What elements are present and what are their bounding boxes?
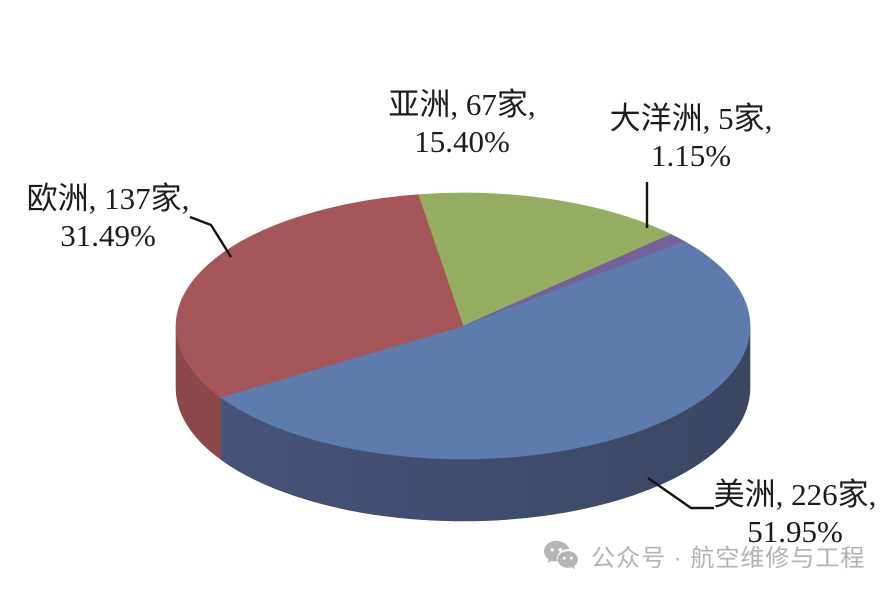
leader-line-europe <box>189 215 233 258</box>
label-oceania: 大洋洲, 5家, 1.15% <box>571 100 811 174</box>
label-oceania-line1: 大洋洲, 5家, <box>609 101 773 136</box>
watermark-text: 公众号 · 航空维修与工程 <box>591 545 866 572</box>
pie-slice-asia-top <box>417 192 672 327</box>
pie-slice-americas-top <box>219 241 751 460</box>
wechat-icon <box>544 540 578 569</box>
leader-line-americas <box>647 477 714 510</box>
leader-lines <box>189 182 714 510</box>
label-asia-line1: 亚洲, 67家, <box>388 87 536 122</box>
label-asia-line2: 15.40% <box>414 124 510 159</box>
label-americas-line1: 美洲, 226家, <box>713 477 877 512</box>
label-americas: 美洲, 226家, 51.95% <box>675 476 894 550</box>
label-asia: 亚洲, 67家, 15.40% <box>342 86 582 160</box>
label-americas-line2: 51.95% <box>747 514 843 549</box>
pie-top-slices <box>175 192 751 460</box>
label-oceania-line2: 1.15% <box>650 138 732 173</box>
label-europe: 欧洲, 137家, 31.49% <box>0 180 228 254</box>
watermark: 公众号 · 航空维修与工程 <box>543 538 865 573</box>
pie-slice-europe-top <box>175 194 464 398</box>
label-europe-line1: 欧洲, 137家, <box>26 181 190 216</box>
label-europe-line2: 31.49% <box>60 218 156 253</box>
